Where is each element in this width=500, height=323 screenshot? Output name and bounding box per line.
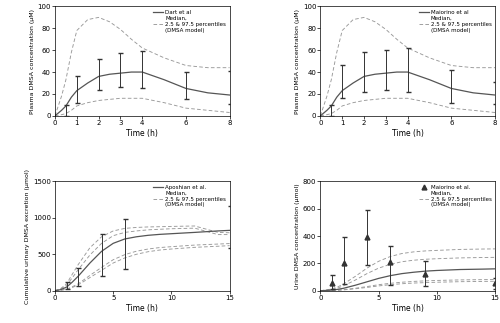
Y-axis label: Plasma DMSA concentration (μM): Plasma DMSA concentration (μM) [30,9,35,114]
Y-axis label: Plasma DMSA concentration (μM): Plasma DMSA concentration (μM) [295,9,300,114]
X-axis label: Time (h): Time (h) [392,129,424,138]
X-axis label: Time (h): Time (h) [392,304,424,313]
Legend: Maiorino et al, Median,
2.5 & 97.5 percentiles
(DMSA model): Maiorino et al, Median, 2.5 & 97.5 perce… [418,9,492,33]
X-axis label: Time (h): Time (h) [126,129,158,138]
Legend: Dart et al, Median,
2.5 & 97.5 percentiles
(DMSA model): Dart et al, Median, 2.5 & 97.5 percentil… [152,9,227,33]
Legend: Aposhian et al., Median,
2.5 & 97.5 percentiles
(DMSA model): Aposhian et al., Median, 2.5 & 97.5 perc… [152,184,227,208]
X-axis label: Time (h): Time (h) [126,304,158,313]
Legend: Maiorino et al., Median,
2.5 & 97.5 percentiles
(DMSA model): Maiorino et al., Median, 2.5 & 97.5 perc… [418,184,492,208]
Y-axis label: Urine DMSA concentration (μmol): Urine DMSA concentration (μmol) [295,183,300,289]
Y-axis label: Cumulative urinary DMSA excretion (μmol): Cumulative urinary DMSA excretion (μmol) [25,169,30,304]
